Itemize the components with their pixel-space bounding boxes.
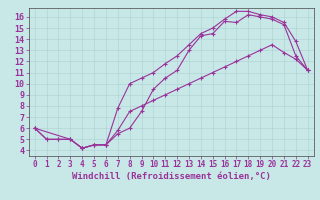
X-axis label: Windchill (Refroidissement éolien,°C): Windchill (Refroidissement éolien,°C) bbox=[72, 172, 271, 181]
